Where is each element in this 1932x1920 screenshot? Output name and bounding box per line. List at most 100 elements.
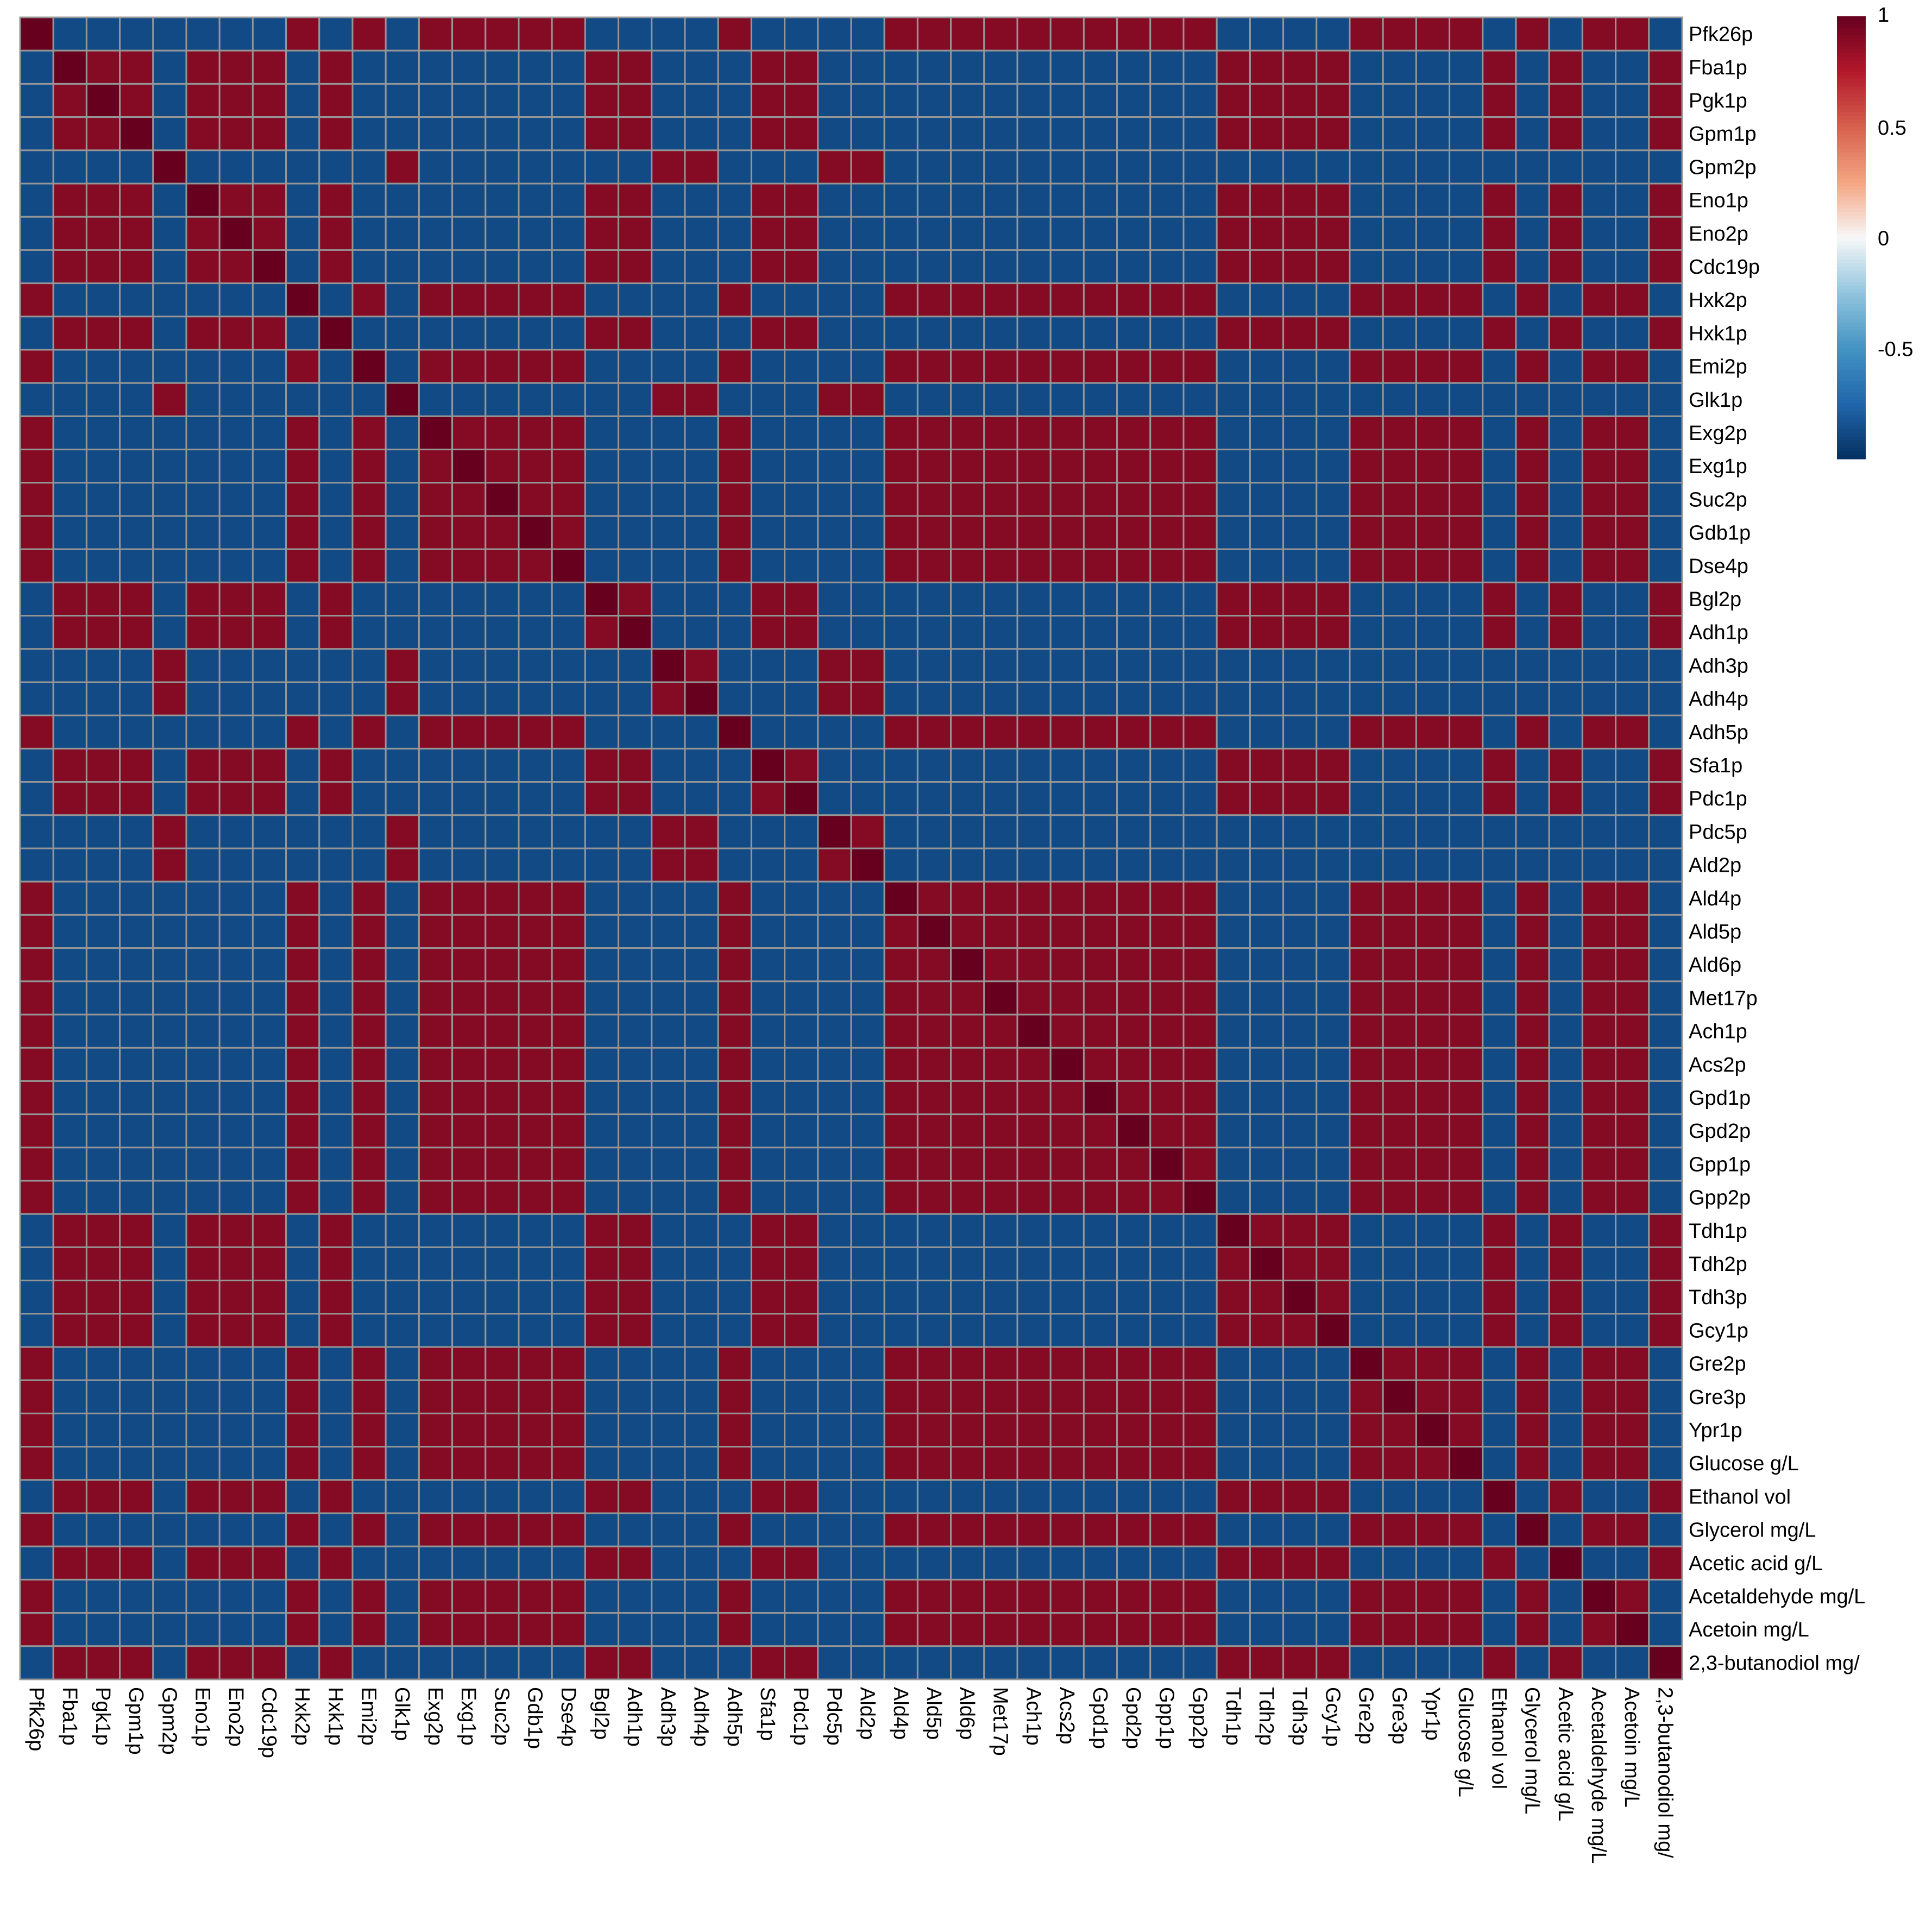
heatmap-cell	[119, 83, 154, 118]
heatmap-cell	[750, 1080, 786, 1116]
heatmap-cell	[1415, 747, 1451, 783]
heatmap-cell	[1049, 1446, 1085, 1481]
heatmap-cell	[551, 1446, 586, 1481]
heatmap-cell	[1049, 149, 1085, 185]
heatmap-cell	[883, 182, 918, 218]
heatmap-cell	[750, 316, 786, 351]
heatmap-cell	[1382, 449, 1417, 484]
heatmap-cell	[1116, 482, 1151, 517]
heatmap-cell	[285, 482, 320, 517]
heatmap-cell	[1316, 1412, 1351, 1448]
heatmap-cell	[651, 1047, 686, 1082]
heatmap-cell	[484, 880, 520, 916]
heatmap-cell	[1016, 249, 1052, 285]
heatmap-cell	[385, 714, 420, 750]
heatmap-cell	[518, 1280, 553, 1315]
heatmap-cell	[1049, 1113, 1085, 1149]
heatmap-cell	[85, 16, 121, 52]
heatmap-cell	[983, 449, 1018, 484]
heatmap-cell	[950, 980, 985, 1016]
heatmap-cell	[750, 1612, 786, 1647]
heatmap-cell	[451, 149, 487, 185]
heatmap-cell	[1648, 1545, 1683, 1581]
heatmap-cell	[285, 282, 320, 318]
heatmap-cell	[1116, 1313, 1151, 1348]
heatmap-cell	[218, 681, 254, 716]
heatmap-cell	[1083, 1645, 1118, 1680]
heatmap-cell	[385, 548, 420, 583]
heatmap-cell	[85, 714, 121, 750]
heatmap-cell	[285, 548, 320, 583]
heatmap-cell	[1216, 415, 1251, 451]
heatmap-cell	[418, 515, 454, 550]
heatmap-cell	[1016, 548, 1052, 583]
heatmap-cell	[850, 1479, 885, 1514]
heatmap-cell	[1581, 581, 1617, 617]
heatmap-cell	[85, 1578, 121, 1614]
heatmap-cell	[1316, 282, 1351, 318]
heatmap-cell	[1648, 1612, 1683, 1647]
heatmap-cell	[185, 415, 221, 451]
heatmap-cell	[119, 880, 154, 916]
heatmap-cell	[251, 947, 287, 983]
heatmap-cell	[850, 1412, 885, 1448]
heatmap-cell	[1182, 382, 1218, 417]
heatmap-cell	[318, 847, 354, 883]
heatmap-cell	[618, 781, 653, 816]
heatmap-cell	[152, 216, 187, 251]
heatmap-cell	[1349, 1113, 1384, 1149]
heatmap-cell	[618, 947, 653, 983]
heatmap-cell	[1149, 914, 1185, 949]
heatmap-cell	[351, 1080, 387, 1116]
heatmap-cell	[750, 1213, 786, 1248]
heatmap-cell	[218, 83, 254, 118]
heatmap-cell	[1415, 1213, 1451, 1248]
heatmap-cell	[784, 548, 819, 583]
heatmap-cell	[1548, 49, 1583, 85]
heatmap-cell	[484, 1246, 520, 1282]
heatmap-cell	[1282, 1313, 1318, 1348]
heatmap-cell	[618, 1180, 653, 1215]
heatmap-cell	[251, 1280, 287, 1315]
heatmap-cell	[684, 980, 719, 1016]
heatmap-cell	[451, 615, 487, 650]
heatmap-cell	[1515, 1113, 1550, 1149]
heatmap-cell	[1182, 1512, 1218, 1547]
heatmap-cell	[916, 548, 952, 583]
colorbar-segment	[1837, 237, 1866, 242]
heatmap-cell	[1482, 149, 1517, 185]
heatmap-cell	[152, 1113, 187, 1149]
heatmap-cell	[1149, 316, 1185, 351]
heatmap-cell	[1016, 1346, 1052, 1381]
heatmap-cell	[119, 548, 154, 583]
heatmap-cell	[19, 681, 54, 716]
heatmap-cell	[1149, 515, 1185, 550]
heatmap-cell	[119, 449, 154, 484]
heatmap-cell	[1049, 714, 1085, 750]
heatmap-cell	[285, 515, 320, 550]
heatmap-cell	[1216, 1379, 1251, 1414]
heatmap-cell	[85, 747, 121, 783]
heatmap-cell	[1349, 1280, 1384, 1315]
heatmap-cell	[584, 548, 620, 583]
heatmap-cell	[1482, 116, 1517, 152]
row-label: Ach1p	[1689, 1021, 1747, 1043]
heatmap-cell	[1548, 1047, 1583, 1082]
row-label: Hxk1p	[1689, 322, 1747, 345]
heatmap-cell	[850, 947, 885, 983]
heatmap-cell	[584, 116, 620, 152]
heatmap-cell	[551, 1479, 586, 1514]
heatmap-cell	[750, 216, 786, 251]
heatmap-cell	[916, 880, 952, 916]
heatmap-cell	[52, 316, 87, 351]
heatmap-cell	[983, 781, 1018, 816]
colorbar-segment	[1837, 448, 1866, 452]
heatmap-cell	[1415, 515, 1451, 550]
column-label: Eno2p	[224, 1687, 247, 1747]
heatmap-cell	[717, 1213, 752, 1248]
heatmap-cell	[1016, 1047, 1052, 1082]
heatmap-cell	[351, 548, 387, 583]
heatmap-cell	[1016, 1113, 1052, 1149]
heatmap-cell	[318, 681, 354, 716]
heatmap-cell	[1482, 382, 1517, 417]
